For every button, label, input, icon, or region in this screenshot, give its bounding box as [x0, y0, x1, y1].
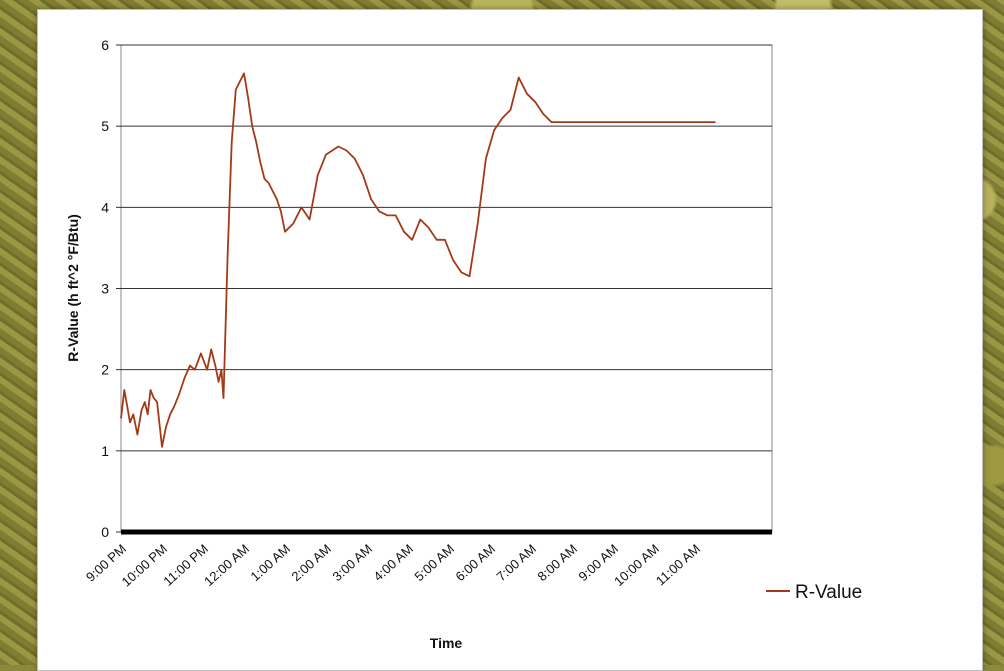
y-tick-label: 4	[101, 199, 109, 215]
x-tick-label: 11:00 AM	[653, 541, 703, 588]
chart-panel	[37, 9, 983, 671]
y-tick-label: 1	[101, 443, 109, 459]
x-tick-label: 7:00 AM	[494, 541, 539, 584]
y-tick-label: 5	[101, 118, 109, 134]
y-tick-label: 2	[101, 362, 109, 378]
x-tick-label: 1:00 AM	[248, 541, 293, 584]
legend-label: R-Value	[795, 582, 862, 603]
x-tick-label: 2:00 AM	[289, 541, 334, 584]
legend: R-Value	[766, 582, 862, 603]
x-tick-label: 12:00 AM	[201, 541, 252, 589]
x-tick-label: 4:00 AM	[371, 541, 416, 584]
x-tick-label: 5:00 AM	[412, 541, 457, 584]
y-tick-label: 6	[101, 37, 109, 53]
y-tick-label: 3	[101, 281, 109, 297]
y-tick-label: 0	[101, 524, 109, 540]
x-tick-label: 10:00 PM	[119, 541, 170, 589]
x-tick-label: 10:00 AM	[611, 541, 662, 589]
x-tick-label: 8:00 AM	[535, 541, 580, 584]
y-axis-title: R-Value (h ft^2 °F/Btu)	[65, 214, 81, 362]
x-tick-label: 6:00 AM	[453, 541, 498, 584]
x-axis-title: Time	[430, 635, 463, 651]
x-tick-label: 3:00 AM	[330, 541, 375, 584]
series-line-r-value	[120, 72, 716, 448]
